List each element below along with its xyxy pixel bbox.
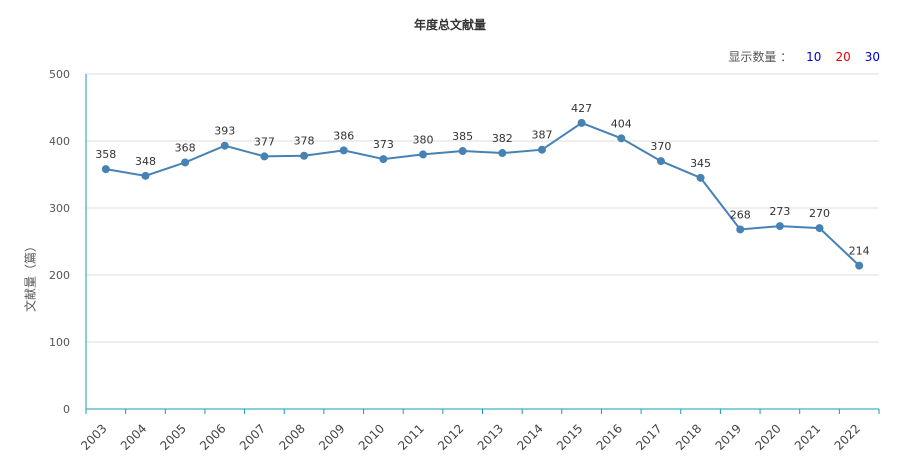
data-label-2011: 380 — [413, 133, 434, 146]
display-count-option-10[interactable]: 10 — [806, 49, 822, 64]
x-tick-label-2008: 2008 — [276, 421, 307, 452]
data-label-2005: 368 — [175, 141, 196, 154]
x-tick-label-2005: 2005 — [158, 421, 189, 452]
data-point-2014 — [537, 145, 546, 154]
x-tick-label-2007: 2007 — [237, 421, 268, 452]
data-label-2022: 214 — [849, 245, 870, 258]
x-tick-label-2021: 2021 — [792, 421, 823, 452]
data-label-2018: 345 — [690, 157, 711, 170]
data-point-2016 — [617, 134, 626, 143]
data-label-2013: 382 — [492, 132, 513, 145]
data-label-2008: 378 — [294, 135, 315, 148]
x-tick-label-2013: 2013 — [475, 421, 506, 452]
x-tick-label-2011: 2011 — [395, 421, 426, 452]
y-tick-label-0: 0 — [63, 403, 70, 416]
data-label-2015: 427 — [571, 102, 592, 115]
x-tick-label-2018: 2018 — [673, 421, 704, 452]
x-tick-label-2010: 2010 — [356, 421, 387, 452]
data-label-2017: 370 — [650, 140, 671, 153]
chart-title: 年度总文献量 — [413, 18, 486, 32]
display-count-option-20[interactable]: 20 — [835, 49, 851, 64]
series-line — [105, 121, 860, 267]
x-tick-label-2020: 2020 — [752, 421, 783, 452]
data-point-2017 — [656, 157, 665, 166]
data-label-2016: 404 — [611, 117, 632, 130]
display-count-controls: 显示数量 ： 10 20 30 — [728, 48, 880, 65]
x-tick-label-2015: 2015 — [554, 421, 585, 452]
data-point-2022 — [855, 261, 864, 270]
x-tick-label-2014: 2014 — [514, 421, 545, 452]
data-point-2004 — [141, 171, 150, 180]
data-point-2008 — [300, 151, 309, 160]
x-tick-label-2004: 2004 — [118, 421, 149, 452]
data-point-2009 — [339, 146, 348, 155]
data-label-2003: 358 — [95, 148, 116, 161]
data-label-2020: 273 — [769, 205, 790, 218]
data-point-2010 — [379, 155, 388, 164]
x-tick-label-2022: 2022 — [832, 421, 863, 452]
data-label-2006: 393 — [214, 125, 235, 138]
x-tick-label-2016: 2016 — [594, 421, 625, 452]
data-label-2014: 387 — [531, 129, 552, 142]
data-point-2003 — [101, 165, 110, 174]
x-tick-label-2009: 2009 — [316, 421, 347, 452]
y-tick-label-100: 100 — [49, 336, 70, 349]
data-point-2019 — [736, 225, 745, 234]
data-point-2005 — [181, 158, 190, 167]
display-count-option-30[interactable]: 30 — [864, 49, 880, 64]
data-label-2009: 386 — [333, 129, 354, 142]
data-label-2007: 377 — [254, 135, 275, 148]
data-point-2011 — [419, 150, 428, 159]
data-point-2021 — [815, 224, 824, 233]
x-tick-label-2003: 2003 — [78, 421, 109, 452]
data-label-2010: 373 — [373, 138, 394, 151]
data-label-2021: 270 — [809, 207, 830, 220]
data-point-2013 — [498, 149, 507, 158]
y-tick-label-200: 200 — [49, 269, 70, 282]
data-label-2019: 268 — [730, 208, 751, 221]
data-point-2015 — [577, 118, 586, 127]
y-tick-label-500: 500 — [49, 68, 70, 81]
data-point-2020 — [775, 222, 784, 231]
y-tick-label-300: 300 — [49, 202, 70, 215]
x-tick-label-2012: 2012 — [435, 421, 466, 452]
data-label-2012: 385 — [452, 130, 473, 143]
data-point-2006 — [220, 141, 229, 150]
x-tick-label-2019: 2019 — [713, 421, 744, 452]
data-point-2018 — [696, 173, 705, 182]
data-label-2004: 348 — [135, 155, 156, 168]
x-tick-label-2006: 2006 — [197, 421, 228, 452]
y-tick-label-400: 400 — [49, 135, 70, 148]
x-tick-label-2017: 2017 — [633, 421, 664, 452]
data-point-2012 — [458, 147, 467, 156]
data-point-2007 — [260, 152, 269, 161]
display-count-label: 显示数量 ： — [728, 50, 793, 64]
